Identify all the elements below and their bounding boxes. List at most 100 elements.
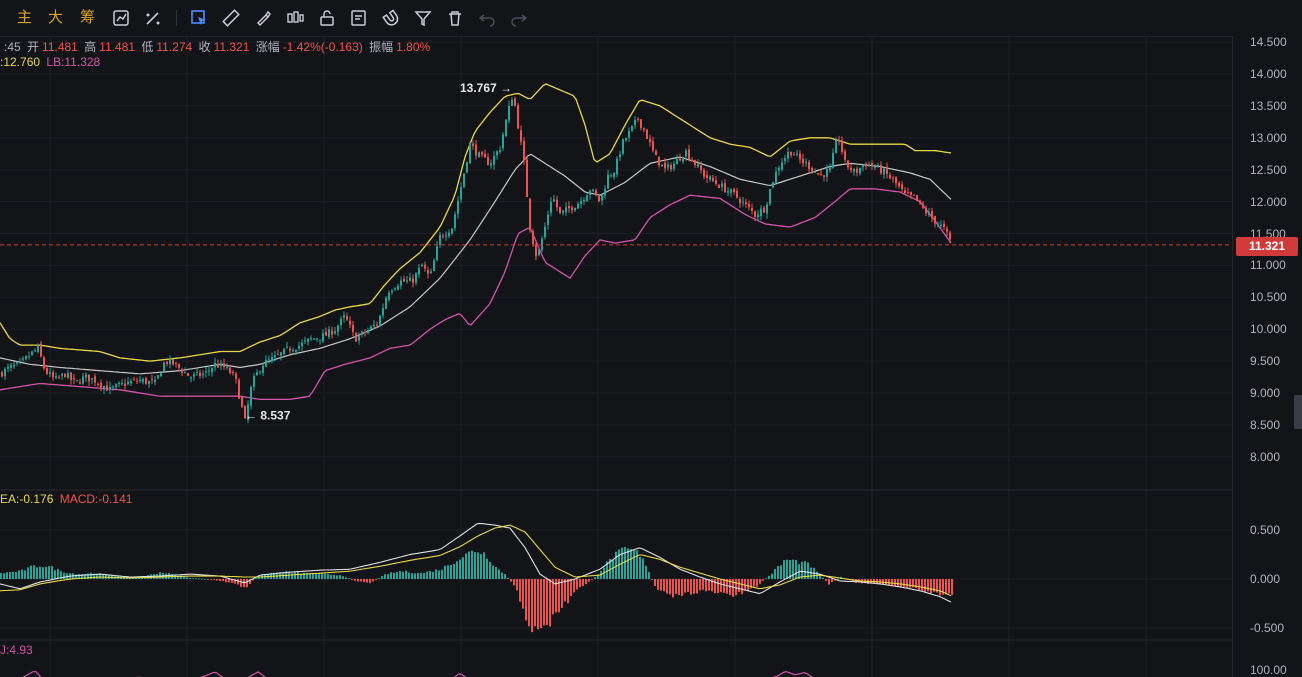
high-label: 高 <box>84 40 97 54</box>
candle-body <box>151 379 153 381</box>
macd-hist-bar <box>201 578 203 580</box>
macd-hist-bar <box>582 579 584 587</box>
price-axis[interactable] <box>1232 36 1302 677</box>
candle-body <box>337 325 339 332</box>
macd-hist-bar <box>684 579 686 593</box>
candle-body <box>118 383 120 385</box>
macd-hist-bar <box>807 562 809 579</box>
macd-hist-bar <box>675 579 677 594</box>
ruler-icon[interactable] <box>220 7 242 29</box>
candle-body <box>106 385 108 391</box>
macd-hist-bar <box>195 578 197 580</box>
macd-legend: EA:-0.176 MACD:-0.141 <box>0 492 135 506</box>
candle-body <box>838 139 840 141</box>
macd-hist-bar <box>570 579 572 597</box>
candle-body <box>814 171 816 173</box>
candle-body <box>742 201 744 203</box>
candle-body <box>640 119 642 128</box>
macd-hist-bar <box>39 566 41 579</box>
lock-icon[interactable] <box>316 7 338 29</box>
macd-hist-bar <box>192 578 194 579</box>
candle-body <box>187 373 189 377</box>
macd-hist-bar <box>906 579 908 589</box>
macd-hist-bar <box>252 579 254 581</box>
macd-hist-bar <box>933 579 935 592</box>
candle-body <box>913 194 915 196</box>
macd-hist-bar <box>177 575 179 579</box>
macd-hist-bar <box>927 579 929 592</box>
macd-hist-bar <box>765 578 767 580</box>
macd-hist-bar <box>744 579 746 591</box>
candle-body <box>418 268 420 275</box>
macd-hist-bar <box>579 579 581 588</box>
candle-body <box>46 368 48 374</box>
candle-body <box>715 180 717 184</box>
magnet-icon[interactable] <box>380 7 402 29</box>
candle-style-icon[interactable] <box>284 7 306 29</box>
candle-body <box>133 379 135 381</box>
candle-body <box>316 338 318 340</box>
macd-hist-bar <box>480 554 482 579</box>
candle-body <box>328 329 330 337</box>
candle-body <box>4 368 6 377</box>
filter-icon[interactable] <box>412 7 434 29</box>
candle-body <box>754 211 756 217</box>
candle-body <box>712 177 714 181</box>
candle-body <box>1 372 3 377</box>
candle-body <box>865 163 867 167</box>
candle-body <box>412 278 414 283</box>
macd-hist-bar <box>93 573 95 579</box>
candle-body <box>625 138 627 141</box>
macd-hist-bar <box>411 573 413 579</box>
macd-hist-bar <box>282 573 284 579</box>
macd-hist-bar <box>513 579 515 586</box>
indicator-template-icon[interactable] <box>110 7 132 29</box>
macd-hist-bar <box>327 573 329 579</box>
macd-hist-bar <box>639 556 641 579</box>
macd-hist-bar <box>216 579 218 581</box>
macd-hist-bar <box>831 579 833 583</box>
macd-hist-bar <box>819 574 821 579</box>
macd-hist-bar <box>417 573 419 579</box>
macd-hist-bar <box>48 566 50 579</box>
macd-hist-bar <box>669 579 671 595</box>
macd-hist-bar <box>534 579 536 627</box>
main-indicator-button[interactable]: 主 <box>17 9 33 26</box>
macd-hist-bar <box>360 579 362 582</box>
candle-body <box>139 379 141 382</box>
undo-icon[interactable] <box>476 7 498 29</box>
macd-hist-bar <box>903 579 905 587</box>
cursor-select-icon[interactable] <box>188 7 210 29</box>
drawing-tool-icon[interactable] <box>142 7 164 29</box>
candles <box>1 96 951 424</box>
chip-distribution-button[interactable]: 筹 <box>80 9 96 26</box>
price-annotations: 13.767 → ← 8.537 <box>245 81 512 423</box>
note-icon[interactable] <box>348 7 370 29</box>
macd-hist-bar <box>477 552 479 579</box>
price-tick-label: 12.000 <box>1250 194 1287 209</box>
candle-body <box>922 203 924 208</box>
trash-icon[interactable] <box>444 7 466 29</box>
candle-body <box>484 153 486 158</box>
candle-body <box>319 339 321 341</box>
open-label: 开 <box>27 40 40 54</box>
candle-body <box>43 357 45 369</box>
candle-body <box>760 208 762 217</box>
amplitude-label: 振幅 <box>369 40 394 54</box>
redo-icon[interactable] <box>508 7 530 29</box>
scroll-handle[interactable] <box>1294 395 1302 429</box>
macd-hist-bar <box>384 574 386 579</box>
candle-body <box>529 198 531 231</box>
macd-hist-bar <box>237 579 239 585</box>
macd-hist-bar <box>558 579 560 613</box>
candle-body <box>52 372 54 378</box>
candle-body <box>91 378 93 380</box>
macd-hist-bar <box>378 578 380 579</box>
brush-icon[interactable] <box>252 7 274 29</box>
big-order-button[interactable]: 大 <box>48 9 64 26</box>
macd-hist-bar <box>438 570 440 579</box>
candle-body <box>265 359 267 367</box>
chart-area[interactable]: 13.767 → ← 8.537 <box>0 36 1232 677</box>
macd-hist-bar <box>426 571 428 579</box>
macd-hist-bar <box>690 579 692 595</box>
